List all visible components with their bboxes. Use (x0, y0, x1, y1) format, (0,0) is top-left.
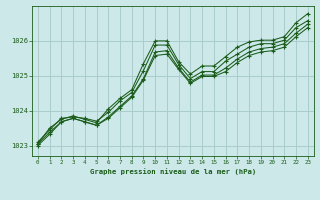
X-axis label: Graphe pression niveau de la mer (hPa): Graphe pression niveau de la mer (hPa) (90, 168, 256, 175)
